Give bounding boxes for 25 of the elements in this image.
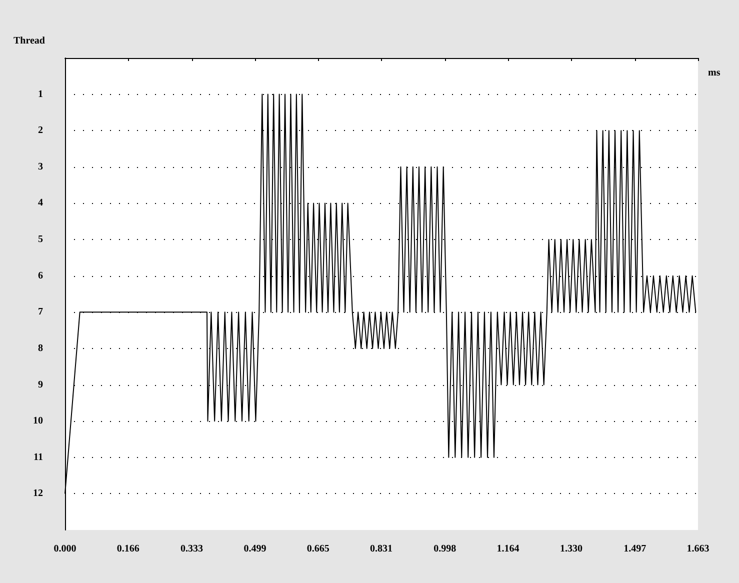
x-tick-label: 0.665 [306, 544, 330, 554]
y-tick-label: 6 [38, 270, 43, 282]
y-tick-label: 1 [38, 88, 43, 100]
x-tick-label: 1.663 [686, 544, 710, 554]
y-tick-label: 10 [33, 416, 43, 427]
x-tick-label: 0.333 [180, 544, 203, 554]
y-tick-label: 11 [34, 452, 43, 463]
y-axis-title: Thread [14, 36, 46, 46]
y-tick-label: 3 [38, 161, 43, 172]
x-axis-title: ms [708, 68, 720, 78]
x-tick-label: 0.998 [434, 544, 456, 554]
y-tick-label: 7 [38, 306, 43, 318]
x-tick-label: 0.831 [370, 544, 393, 554]
x-tick-label: 0.166 [116, 544, 140, 554]
y-tick-label: 12 [33, 488, 43, 500]
x-tick-label: 1.497 [624, 544, 646, 554]
x-tick-label: 0.000 [54, 544, 76, 554]
x-tick-label: 0.499 [244, 544, 266, 554]
x-tick-label: 1.330 [560, 544, 582, 554]
y-tick-label: 2 [38, 125, 43, 136]
x-tick-label: 1.164 [496, 544, 520, 554]
y-tick-label: 5 [38, 234, 43, 246]
y-tick-label: 8 [38, 342, 43, 354]
y-tick-label: 4 [38, 198, 43, 209]
y-tick-label: 9 [38, 379, 43, 390]
